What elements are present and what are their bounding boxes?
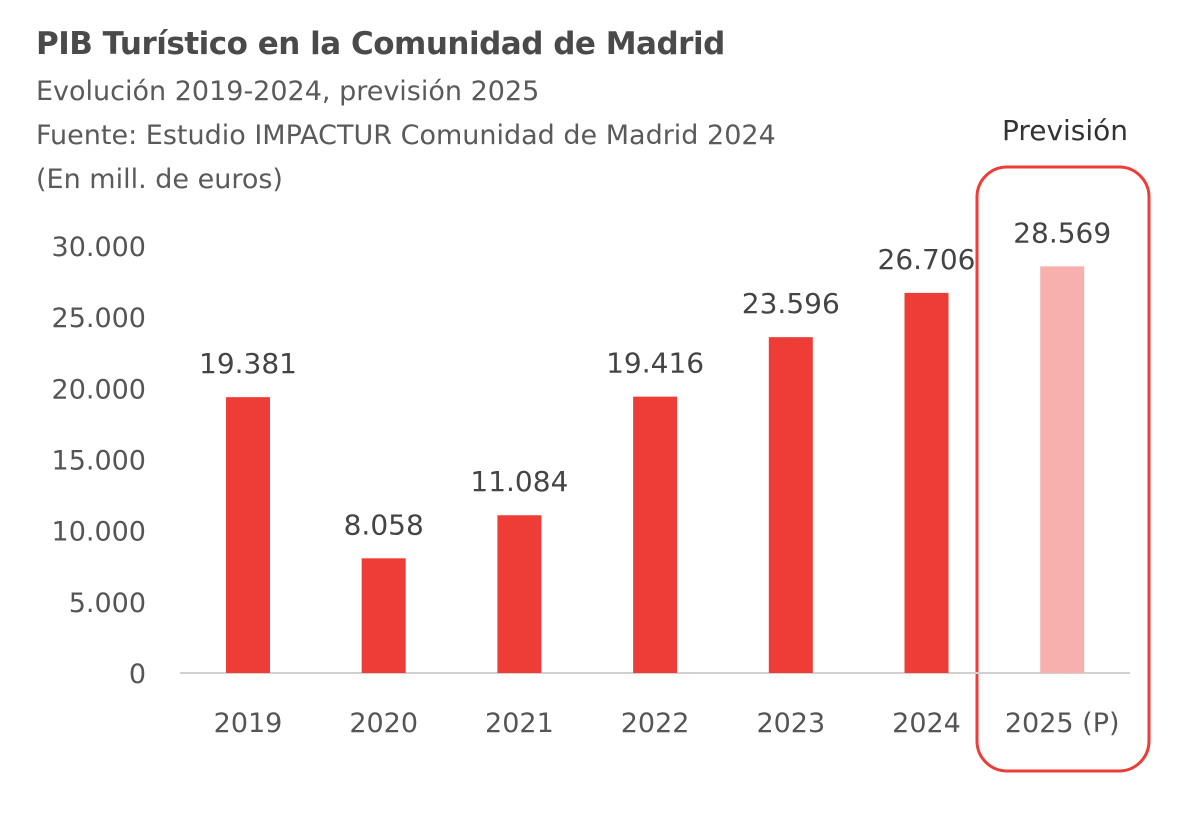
y-tick-label: 5.000 (69, 588, 146, 619)
x-tick-label: 2025 (P) (1005, 708, 1120, 739)
y-tick-label: 10.000 (52, 517, 146, 548)
chart-unit: (En mill. de euros) (36, 164, 283, 195)
bar-2025-p- (1040, 266, 1085, 673)
x-tick-label: 2022 (621, 708, 690, 739)
data-label: 11.084 (470, 465, 568, 498)
y-tick-label: 25.000 (52, 303, 146, 334)
x-tick-label: 2021 (485, 708, 554, 739)
y-tick-label: 0 (129, 659, 146, 690)
data-label: 26.706 (878, 243, 976, 276)
y-tick-label: 20.000 (52, 374, 146, 405)
y-tick-label: 15.000 (52, 446, 146, 477)
x-tick-label: 2023 (756, 708, 825, 739)
bar-2022 (633, 396, 678, 673)
x-tick-label: 2019 (214, 708, 283, 739)
data-label: 8.058 (344, 508, 424, 541)
data-label: 28.569 (1013, 216, 1111, 249)
bar-2021 (497, 515, 542, 673)
bar-2020 (361, 558, 406, 673)
y-tick-label: 30.000 (52, 232, 146, 263)
forecast-highlight-box (975, 165, 1151, 773)
bar-2024 (904, 292, 949, 673)
bar-2023 (768, 337, 813, 673)
chart-source: Fuente: Estudio IMPACTUR Comunidad de Ma… (36, 120, 776, 151)
bar-2019 (226, 397, 270, 673)
data-label: 23.596 (742, 287, 840, 320)
data-label: 19.416 (606, 347, 704, 380)
data-label: 19.381 (199, 347, 297, 380)
forecast-label: Previsión (1002, 114, 1128, 147)
x-tick-label: 2020 (349, 708, 418, 739)
x-tick-label: 2024 (892, 708, 961, 739)
chart-subtitle: Evolución 2019-2024, previsión 2025 (36, 76, 540, 107)
chart-title: PIB Turístico en la Comunidad de Madrid (36, 26, 725, 62)
